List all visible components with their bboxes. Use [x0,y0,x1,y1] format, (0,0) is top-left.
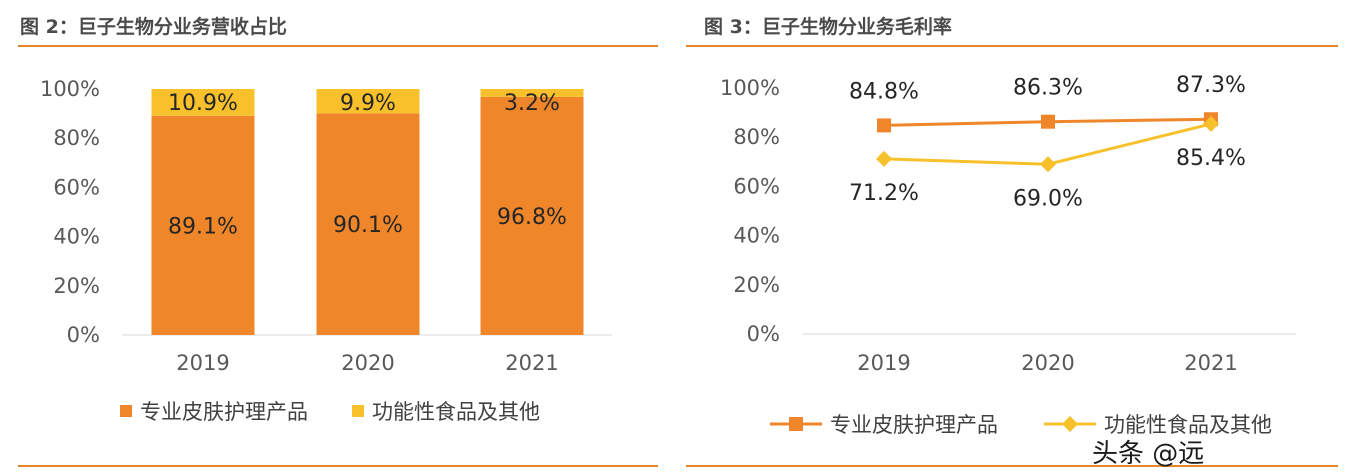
x-tick-label: 2021 [505,351,558,375]
x-tick-label: 2021 [1184,351,1237,375]
bar-segment-skin-care [480,96,584,335]
y-tick-label: 80% [53,126,100,150]
y-tick-label: 60% [733,174,780,198]
data-label: 10.9% [168,91,238,116]
data-label: 84.8% [849,79,919,104]
diamond-marker [1203,115,1219,132]
data-label: 87.3% [1176,73,1246,98]
legend-label: 功能性食品及其他 [372,400,540,424]
y-tick-label: 0% [67,323,100,347]
square-marker [877,118,891,133]
legend-label: 专业皮肤护理产品 [830,413,998,437]
bar-segment-functional-food [480,89,584,97]
legend-swatch [352,405,364,417]
legend-square-marker [789,417,803,431]
y-tick-label: 20% [733,273,780,297]
legend-label: 专业皮肤护理产品 [140,400,308,424]
data-label: 86.3% [1013,76,1083,101]
y-tick-label: 20% [53,274,100,298]
line-chart: 0% 20% 40% 60% 80% 100% 2019 2020 2021 84.8% 86.3%… [720,73,1296,437]
bar-segment-skin-care [316,113,420,335]
legend-label: 功能性食品及其他 [1104,413,1272,437]
data-label: 96.8% [497,205,567,230]
y-tick-label: 100% [720,76,780,100]
x-tick-label: 2019 [857,351,910,375]
y-tick-label: 40% [53,225,100,249]
gross-margin-panel: 图 3：巨子生物分业务毛利率 0% 20% 40% 60% 80% 100% 2019 202… [686,0,1356,474]
data-label: 9.9% [340,91,396,116]
legend-diamond-marker [1062,416,1078,432]
right-bottom-rule [686,465,1338,467]
y-tick-label: 80% [733,125,780,149]
diamond-marker [1040,156,1056,173]
data-label: 90.1% [333,213,403,238]
y-tick-label: 100% [40,77,100,101]
x-tick-label: 2020 [341,351,394,375]
bar-segment-skin-care [151,115,255,336]
legend-swatch [120,405,132,417]
x-tick-label: 2020 [1021,351,1074,375]
data-label: 69.0% [1013,186,1083,211]
diamond-marker [876,150,892,167]
data-label: 89.1% [168,214,238,239]
left-bottom-rule [18,465,658,467]
y-tick-label: 60% [53,175,100,199]
square-marker [1041,114,1055,129]
data-label: 85.4% [1176,146,1246,171]
right-chart-title: 图 3：巨子生物分业务毛利率 [704,16,952,38]
stacked-bar-chart: 0% 20% 40% 60% 80% 100% 89.1% 10.9% 2019 90.1% 9.9… [40,77,612,424]
y-tick-label: 40% [733,224,780,248]
x-tick-label: 2019 [176,351,229,375]
left-chart-title: 图 2：巨子生物分业务营收占比 [20,16,287,38]
revenue-share-panel: 图 2：巨子生物分业务营收占比 0% 20% 40% 60% 80% 100% 89.1% 1… [0,0,668,474]
bar-segment-functional-food [151,89,255,116]
bar-segment-functional-food [316,89,420,114]
data-label: 71.2% [849,181,919,206]
right-title-rule [686,45,1338,47]
y-tick-label: 0% [747,322,780,346]
left-title-rule [18,45,658,47]
data-label: 3.2% [504,91,560,116]
